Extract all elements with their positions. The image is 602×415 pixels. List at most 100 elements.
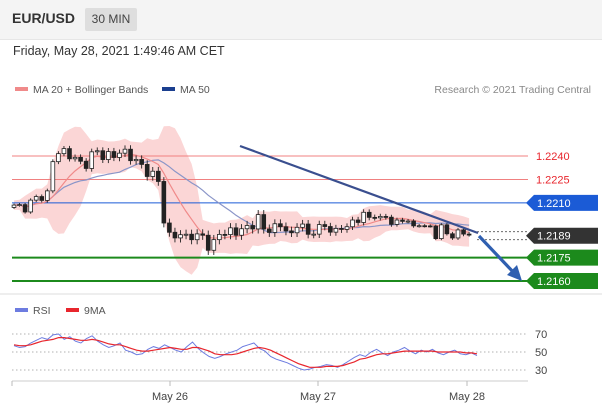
candle (333, 224, 339, 236)
candle (250, 220, 255, 234)
candle-body-down (139, 159, 144, 165)
candle-body-down (289, 230, 294, 234)
candle (178, 230, 183, 243)
candle-body-down (444, 224, 450, 235)
projection-arrow-shaft (477, 234, 518, 277)
candle (355, 216, 361, 226)
candle-body-up (350, 219, 355, 228)
candle (211, 234, 217, 255)
candle (366, 209, 372, 221)
candle (411, 219, 416, 228)
candle (200, 229, 206, 240)
candle (377, 213, 383, 221)
candle (383, 213, 389, 220)
candle-body-down (389, 216, 394, 225)
candle (144, 160, 150, 181)
candle (294, 223, 300, 237)
candle (78, 154, 83, 165)
candle (228, 223, 233, 240)
candle-body-up (56, 153, 61, 163)
candle-body-down (205, 234, 211, 251)
candle-body-up (11, 204, 17, 208)
candle-body-down (266, 228, 272, 233)
candle-body-down (422, 225, 427, 228)
candle-body-down (461, 229, 466, 235)
rsi-panel: 70 50 30 (12, 329, 547, 377)
support-label-tag (526, 249, 598, 266)
datetime-label: Friday, May 28, 2021 1:49:46 AM CET (13, 44, 225, 58)
rsi-tick-label: 50 (535, 347, 547, 359)
candle (261, 210, 267, 234)
bollinger-band-area (14, 126, 470, 275)
resistance-label: 1.2225 (536, 174, 570, 186)
ma20-legend-swatch (15, 87, 28, 91)
candle-body-up (311, 233, 316, 236)
candle (283, 222, 289, 236)
level-labels: 1.2240 1.2225 1.2210 1.2189 1.2175 1.2160 (526, 151, 598, 289)
candle-body-down (261, 214, 267, 230)
candle (167, 218, 172, 237)
support-label: 1.2160 (537, 276, 571, 288)
candle-body-up (377, 216, 383, 219)
candle-body-up (28, 199, 33, 213)
rsi-legend-swatch (15, 308, 28, 312)
candle (100, 147, 106, 163)
chart-header: EUR/USD 30 MIN (0, 0, 602, 40)
candle-body-up (50, 161, 56, 192)
candle (205, 230, 211, 255)
candle-body-up (61, 148, 67, 155)
candle-body-down (172, 231, 178, 239)
support-label: 1.2175 (537, 253, 571, 265)
candle (389, 214, 394, 227)
candle-body-down (355, 219, 361, 223)
candle (244, 220, 250, 234)
candle-body-down (144, 164, 150, 177)
candle (444, 223, 450, 236)
candle-body-down (39, 196, 45, 201)
candle-body-up (344, 226, 350, 230)
candle-body-up (439, 224, 444, 239)
candle (305, 219, 311, 239)
candle-body-up (122, 148, 128, 154)
candle-body-up (94, 150, 100, 153)
candle (194, 229, 200, 245)
candle (233, 223, 239, 240)
candle (405, 219, 411, 224)
candle (155, 166, 161, 186)
candle-body-up (211, 239, 217, 251)
candle (117, 149, 122, 162)
candle (316, 220, 322, 239)
candle (106, 148, 111, 164)
candle-body-down (283, 226, 289, 232)
x-tick-label: May 26 (152, 391, 188, 403)
candle (172, 227, 178, 243)
candle (272, 219, 278, 237)
candle (416, 223, 422, 228)
candle (33, 194, 39, 203)
ma50-line (13, 159, 470, 234)
candle-body-up (178, 234, 183, 239)
candle-body-down (433, 225, 439, 239)
candle-body-down (233, 227, 239, 236)
candle (311, 230, 316, 239)
candle (11, 203, 17, 209)
resistance-label: 1.2240 (536, 151, 570, 163)
candle-body-up (394, 219, 400, 225)
candle-body-down (328, 226, 333, 233)
candle (255, 210, 261, 234)
trendlines (239, 144, 522, 281)
candle-body-down (222, 234, 228, 236)
x-axis: May 26 May 27 May 28 (11, 381, 485, 403)
candle-body-down (322, 224, 328, 227)
candle-body-down (278, 223, 283, 228)
candle (67, 145, 72, 162)
candle (461, 227, 466, 237)
candle (455, 227, 461, 240)
candle (89, 148, 95, 172)
timeframe-badge[interactable]: 30 MIN (85, 8, 137, 31)
candle-body-up (228, 227, 233, 236)
bollinger-band (14, 126, 470, 275)
candle-body-up (183, 233, 189, 236)
candle (278, 219, 283, 232)
candle-body-down (83, 160, 89, 169)
